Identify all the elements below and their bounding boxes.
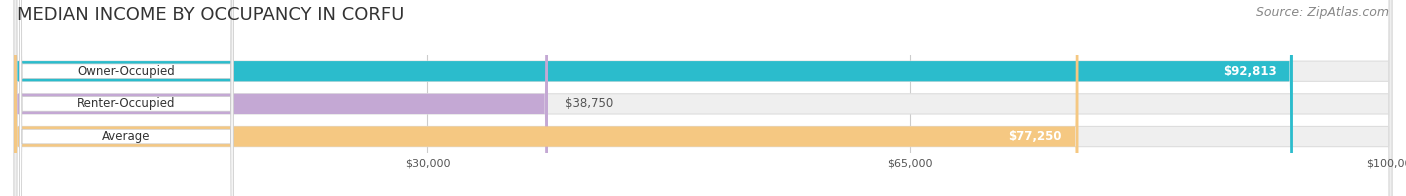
FancyBboxPatch shape: [20, 0, 233, 196]
FancyBboxPatch shape: [14, 0, 1078, 196]
FancyBboxPatch shape: [20, 0, 233, 196]
Text: Owner-Occupied: Owner-Occupied: [77, 65, 176, 78]
FancyBboxPatch shape: [14, 0, 1294, 196]
Text: Average: Average: [103, 130, 150, 143]
FancyBboxPatch shape: [14, 0, 1392, 196]
Text: MEDIAN INCOME BY OCCUPANCY IN CORFU: MEDIAN INCOME BY OCCUPANCY IN CORFU: [17, 6, 405, 24]
Text: $92,813: $92,813: [1223, 65, 1277, 78]
FancyBboxPatch shape: [20, 0, 233, 196]
Text: $77,250: $77,250: [1008, 130, 1062, 143]
Text: Renter-Occupied: Renter-Occupied: [77, 97, 176, 110]
FancyBboxPatch shape: [14, 0, 1392, 196]
Text: Source: ZipAtlas.com: Source: ZipAtlas.com: [1256, 6, 1389, 19]
Text: $38,750: $38,750: [565, 97, 613, 110]
FancyBboxPatch shape: [14, 0, 548, 196]
FancyBboxPatch shape: [14, 0, 1392, 196]
